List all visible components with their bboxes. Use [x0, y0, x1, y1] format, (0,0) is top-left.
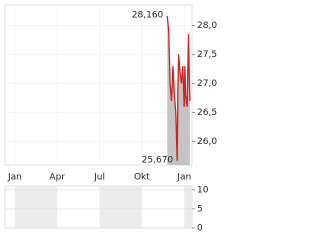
annotation: 28,160: [132, 11, 164, 21]
x-tick-label: Jan: [176, 173, 191, 183]
y-tick-label: 27,5: [197, 50, 217, 60]
y-tick-label: 26,0: [197, 137, 217, 147]
x-tick-label: Jul: [93, 173, 105, 183]
area: [167, 16, 190, 165]
volume-band: [99, 186, 142, 228]
y-tick-label: 10: [197, 185, 209, 195]
volume-band: [184, 186, 192, 228]
plot-frame: [4, 4, 193, 166]
x-tick-label: Apr: [49, 173, 65, 183]
y-tick-label: 5: [197, 204, 203, 214]
chart: Jan Apr Jul Okt Jan 26,0 26,5 27,0 27,5 28,0 0 5 10 2…: [4, 4, 217, 233]
price-line: [166, 16, 191, 161]
volume-band: [14, 186, 58, 228]
annotation: 25,670: [142, 155, 174, 165]
x-tick-label: Jan: [7, 173, 22, 183]
x-tick-label: Okt: [134, 173, 150, 183]
y-tick-label: 27,0: [197, 79, 217, 89]
y-tick-label: 28,0: [197, 21, 217, 31]
y-tick-label: 0: [197, 224, 203, 233]
y-tick-label: 26,5: [197, 108, 217, 118]
